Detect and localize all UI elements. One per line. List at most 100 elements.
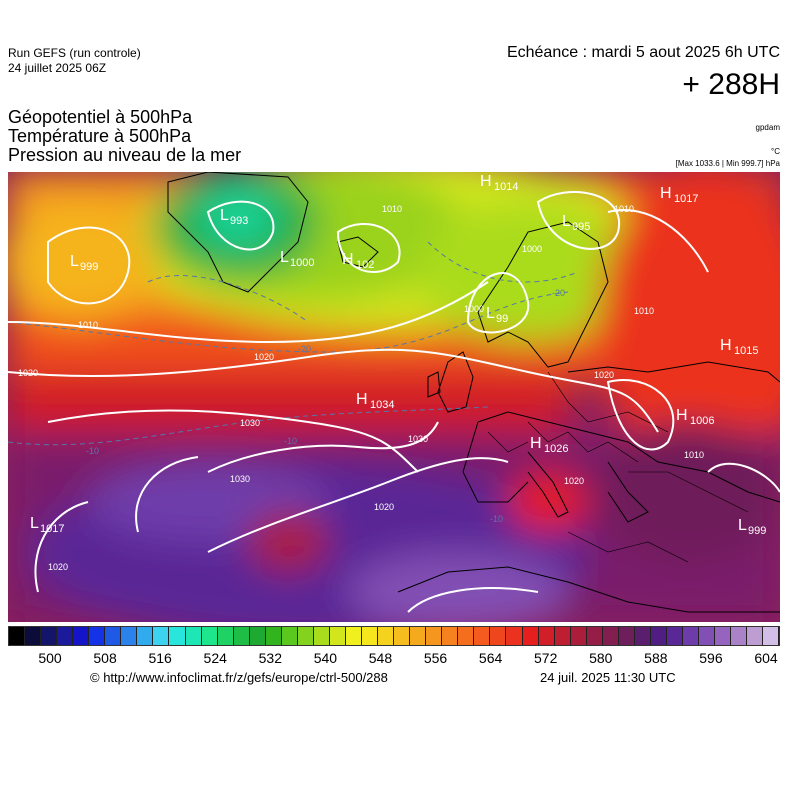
scale-swatch [378,627,395,645]
run-info: Run GEFS (run controle) 24 juillet 2025 … [8,46,141,76]
svg-text:H: H [660,185,672,202]
scale-label: 580 [589,650,613,666]
scale-swatch [458,627,475,645]
scale-swatch [506,627,523,645]
scale-label: 596 [699,650,723,666]
scale-swatch [105,627,122,645]
scale-swatch [586,627,603,645]
param-geopotential: Géopotentiel à 500hPa [8,107,193,127]
scale-swatch [747,627,764,645]
scale-label: 508 [93,650,117,666]
svg-text:1017: 1017 [674,193,698,205]
scale-label: 524 [203,650,227,666]
forecast-step: + 288H [682,68,780,101]
svg-text:1020: 1020 [18,368,38,378]
svg-text:H: H [720,337,732,354]
svg-text:1010: 1010 [634,306,654,316]
svg-text:1020: 1020 [254,352,274,362]
pressure-center: H 102 [342,251,374,271]
coastlines [167,172,780,613]
svg-text:H: H [342,251,354,268]
pressure-center: L 999 [70,253,98,273]
scale-label: 500 [38,650,62,666]
source-url: © http://www.infoclimat.fr/z/gefs/europe… [90,670,388,685]
scale-swatch [169,627,186,645]
pressure-range: [Max 1033.6 | Min 999.7] hPa [675,159,780,168]
isotherm-labels: -20 -10 -10 -20 -10 [86,288,565,524]
param-temperature: Température à 500hPa [8,126,192,146]
isotherms [8,241,579,446]
scale-swatch [602,627,619,645]
scale-swatch [265,627,282,645]
scale-label: 564 [478,650,503,666]
scale-label: 604 [754,650,778,666]
svg-text:L: L [562,213,571,230]
svg-text:L: L [738,517,747,534]
scale-swatch [442,627,459,645]
scale-swatch [618,627,635,645]
svg-text:L: L [486,305,495,322]
scale-swatch [362,627,379,645]
scale-swatch [682,627,700,645]
scale-swatch [426,627,443,645]
pressure-center: H 1006 [676,407,714,427]
svg-text:999: 999 [748,525,766,537]
scale-swatch [185,627,202,645]
svg-text:1006: 1006 [690,415,714,427]
color-scale-labels: 500 508 516 524 532 540 548 556 564 572 580 588 596 6… [8,648,780,668]
scale-swatch [538,627,555,645]
scale-swatch [715,627,732,645]
pressure-center: H 1017 [660,185,698,205]
svg-text:995: 995 [572,221,590,233]
svg-text:L: L [30,515,39,532]
scale-label: 532 [258,650,282,666]
scale-label: 516 [148,650,172,666]
svg-text:99: 99 [496,313,508,325]
run-name: Run GEFS (run controle) [8,46,141,60]
color-scale [8,626,780,646]
svg-text:1014: 1014 [494,181,518,193]
scale-swatch [522,627,539,645]
scale-swatch [345,627,363,645]
parameter-titles: Géopotentiel à 500hPa Température à 500h… [8,108,241,165]
units-block: gpdam °C [Max 1033.6 | Min 999.7] hPa [676,122,780,170]
valid-time: Echéance : mardi 5 aout 2025 6h UTC [506,44,780,61]
isobars [8,191,780,613]
svg-text:1017: 1017 [40,523,64,535]
svg-text:1010: 1010 [684,450,704,460]
scale-label: 588 [644,650,668,666]
scale-swatch [281,627,298,645]
svg-text:1030: 1030 [240,418,260,428]
scale-swatch [313,627,330,645]
scale-swatch [699,627,716,645]
pressure-center: H 1014 [480,173,518,193]
scale-swatch [329,627,346,645]
scale-swatch [73,627,90,645]
country-borders [487,371,749,563]
scale-swatch [137,627,154,645]
svg-text:-20: -20 [298,344,311,354]
svg-text:1015: 1015 [734,345,758,357]
scale-swatch [666,627,683,645]
svg-text:1010: 1010 [614,204,634,214]
scale-swatch [121,627,138,645]
svg-text:-20: -20 [552,288,565,298]
svg-text:1020: 1020 [374,502,394,512]
unit-gpdam: gpdam [755,123,780,132]
pressure-center: L 993 [220,207,248,227]
pressure-center: H 1015 [720,337,758,357]
svg-text:L: L [280,249,289,266]
scale-label: 572 [534,650,558,666]
scale-swatch [233,627,250,645]
svg-text:102: 102 [356,259,374,271]
scale-swatch [297,627,314,645]
scale-swatch [650,627,667,645]
scale-swatch [57,627,74,645]
svg-text:1020: 1020 [594,370,614,380]
run-date: 24 juillet 2025 06Z [8,61,107,75]
scale-swatch [731,627,748,645]
scale-swatch [474,627,491,645]
scale-swatch [153,627,170,645]
scale-swatch [394,627,411,645]
